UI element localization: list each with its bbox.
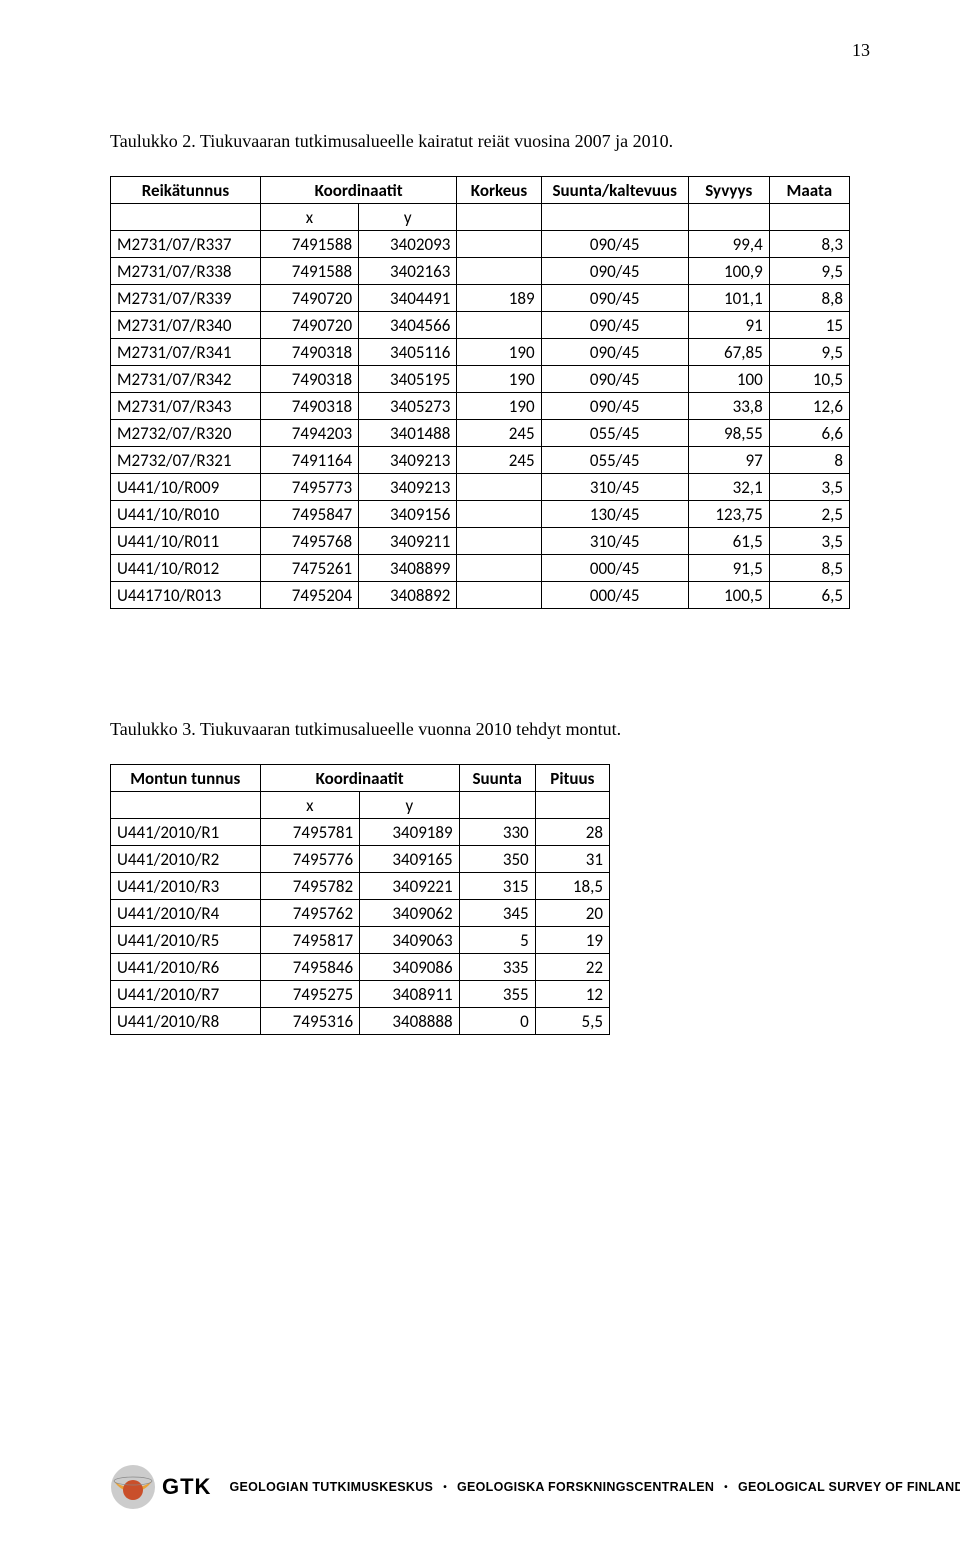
table-row: U441/2010/R37495782340922131518,5: [111, 873, 610, 900]
table-row: U441/10/R00974957733409213310/4532,13,5: [111, 474, 850, 501]
page: 13 Taulukko 2. Tiukuvaaran tutkimusaluee…: [0, 0, 960, 1562]
table-row: M2731/07/R33874915883402163090/45100,99,…: [111, 258, 850, 285]
table-row: M2731/07/R33974907203404491189090/45101,…: [111, 285, 850, 312]
table-2: Montun tunnusKoordinaatitSuuntaPituusxy …: [110, 764, 610, 1035]
footer-en: GEOLOGICAL SURVEY OF FINLAND: [738, 1480, 960, 1494]
table-1-head: ReikätunnusKoordinaatitKorkeusSuunta/kal…: [111, 177, 850, 231]
table-row: U441/2010/R77495275340891135512: [111, 981, 610, 1008]
table-row: U441/2010/R87495316340888805,5: [111, 1008, 610, 1035]
page-number: 13: [110, 40, 870, 61]
logo-text: GTK: [162, 1474, 211, 1500]
table-row: U441/2010/R67495846340908633522: [111, 954, 610, 981]
table1-caption: Taulukko 2. Tiukuvaaran tutkimusalueelle…: [110, 131, 870, 152]
table-row: U441710/R01374952043408892000/45100,56,5: [111, 582, 850, 609]
bullet-icon: •: [724, 1482, 728, 1493]
table-row: U441/2010/R17495781340918933028: [111, 819, 610, 846]
table-row: U441/2010/R47495762340906234520: [111, 900, 610, 927]
table-row: U441/10/R01174957683409211310/4561,53,5: [111, 528, 850, 555]
table-row: U441/2010/R27495776340916535031: [111, 846, 610, 873]
table-row: M2731/07/R34074907203404566090/459115: [111, 312, 850, 339]
table-row: U441/10/R01074958473409156130/45123,752,…: [111, 501, 850, 528]
table-row: M2731/07/R34174903183405116190090/4567,8…: [111, 339, 850, 366]
table2-caption: Taulukko 3. Tiukuvaaran tutkimusalueelle…: [110, 719, 870, 740]
bullet-icon: •: [443, 1482, 447, 1493]
table-1: ReikätunnusKoordinaatitKorkeusSuunta/kal…: [110, 176, 850, 609]
spacer: [110, 609, 870, 699]
table-row: M2731/07/R34374903183405273190090/4533,8…: [111, 393, 850, 420]
table-row: U441/2010/R574958173409063519: [111, 927, 610, 954]
table-row: M2731/07/R33774915883402093090/4599,48,3: [111, 231, 850, 258]
footer-text: GEOLOGIAN TUTKIMUSKESKUS • GEOLOGISKA FO…: [229, 1480, 960, 1494]
table-row: U441/10/R01274752613408899000/4591,58,5: [111, 555, 850, 582]
table-row: M2732/07/R32174911643409213245055/45978: [111, 447, 850, 474]
table-row: M2731/07/R34274903183405195190090/451001…: [111, 366, 850, 393]
table-2-body: U441/2010/R17495781340918933028U441/2010…: [111, 819, 610, 1035]
table-1-body: M2731/07/R33774915883402093090/4599,48,3…: [111, 231, 850, 609]
table-2-head: Montun tunnusKoordinaatitSuuntaPituusxy: [111, 765, 610, 819]
footer-sv: GEOLOGISKA FORSKNINGSCENTRALEN: [457, 1480, 714, 1494]
footer: GTK GEOLOGIAN TUTKIMUSKESKUS • GEOLOGISK…: [110, 1464, 870, 1510]
table-row: M2732/07/R32074942033401488245055/4598,5…: [111, 420, 850, 447]
globe-icon: [110, 1464, 156, 1510]
footer-fi: GEOLOGIAN TUTKIMUSKESKUS: [229, 1480, 433, 1494]
logo: GTK: [110, 1464, 211, 1510]
